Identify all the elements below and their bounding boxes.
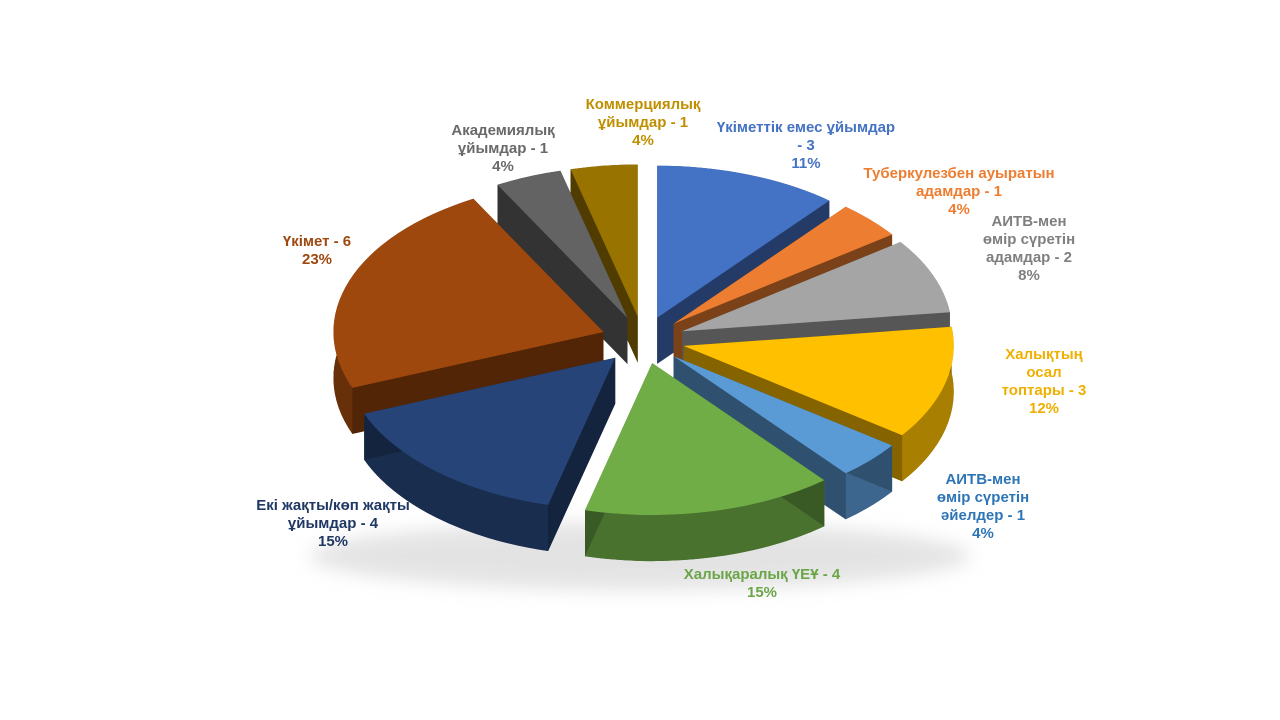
slice-top-face [673, 206, 893, 324]
slice-top-face [657, 165, 830, 318]
slice-outer-wall [585, 480, 825, 562]
slice-outer-wall [364, 413, 549, 551]
pie-slice [585, 363, 825, 562]
slice-top-face [364, 357, 616, 505]
pie-slice [333, 198, 604, 434]
pie-slice [682, 242, 950, 378]
slice-outer-wall [902, 326, 954, 482]
slice-top-face [570, 164, 638, 317]
slice-top-face [683, 326, 954, 436]
slice-top-face [673, 356, 893, 474]
slice-top-face [333, 198, 604, 388]
slice-radial-wall [497, 184, 628, 364]
slice-top-face [585, 363, 825, 516]
slice-top-face [682, 242, 950, 332]
slice-top-face [497, 170, 628, 318]
pie-slice [364, 357, 616, 551]
